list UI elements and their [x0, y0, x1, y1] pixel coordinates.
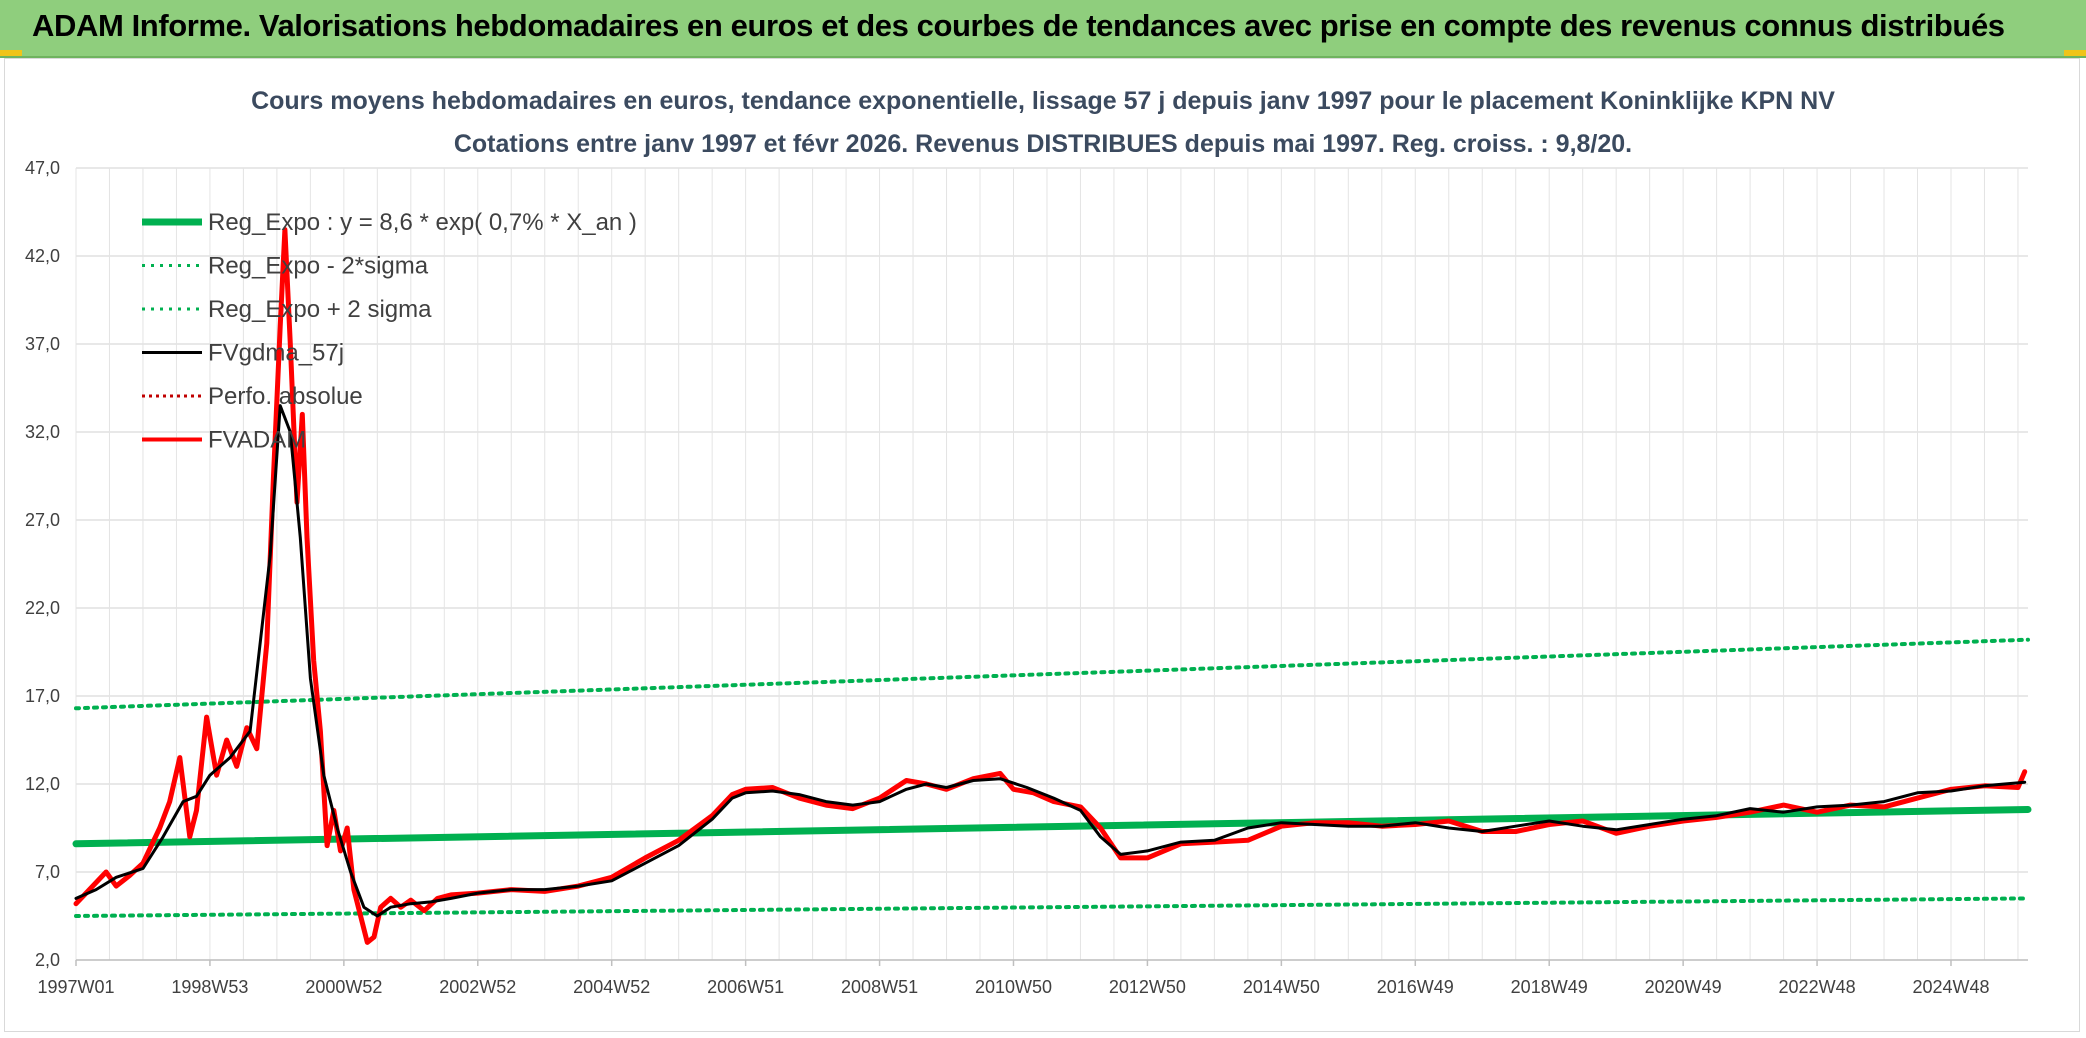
series-line-1 [74, 896, 2030, 918]
x-tick-label: 2024W48 [1912, 977, 1989, 997]
series-layer [72, 227, 2032, 945]
banner-corner-left [0, 50, 22, 56]
y-tick-label: 27,0 [25, 510, 60, 530]
x-tick-label: 2020W49 [1645, 977, 1722, 997]
x-tick-label: 2008W51 [841, 977, 918, 997]
x-tick-label: 2014W50 [1243, 977, 1320, 997]
series-line-0 [72, 806, 2032, 848]
report-banner: ADAM Informe. Valorisations hebdomadaire… [0, 0, 2086, 58]
legend-entry: Reg_Expo - 2*sigma [208, 253, 429, 280]
y-tick-label: 22,0 [25, 598, 60, 618]
x-tick-label: 2022W48 [1779, 977, 1856, 997]
x-tick-label: 2010W50 [975, 977, 1052, 997]
y-tick-label: 2,0 [35, 950, 60, 970]
legend-entry: FVgdma_57j [208, 340, 344, 367]
x-tick-label: 2016W49 [1377, 977, 1454, 997]
legend-entry: FVADAM [208, 427, 306, 454]
chart-frame [4, 58, 2080, 1032]
x-tick-label: 2004W52 [573, 977, 650, 997]
series-line-3 [74, 404, 2027, 918]
series-line-5 [73, 227, 2028, 945]
legend: Reg_Expo : y = 8,6 * exp( 0,7% * X_an ) R… [142, 209, 637, 454]
x-tick-label: 2006W51 [707, 977, 784, 997]
legend-entry: Perfo. absolue [208, 383, 363, 410]
report-title: ADAM Informe. Valorisations hebdomadaire… [32, 8, 2005, 43]
x-tick-label: 1998W53 [171, 977, 248, 997]
y-tick-label: 7,0 [35, 862, 60, 882]
legend-entry: Reg_Expo + 2 sigma [208, 296, 432, 323]
x-tick-label: 2000W52 [305, 977, 382, 997]
y-tick-label: 12,0 [25, 774, 60, 794]
x-tick-label: 2002W52 [439, 977, 516, 997]
chart-subtitle: Cotations entre janv 1997 et févr 2026. … [454, 130, 1632, 158]
x-tick-label: 1997W01 [37, 977, 114, 997]
y-tick-label: 42,0 [25, 246, 60, 266]
legend-entry: Reg_Expo : y = 8,6 * exp( 0,7% * X_an ) [208, 209, 637, 236]
x-tick-label: 2018W49 [1511, 977, 1588, 997]
y-tick-label: 37,0 [25, 334, 60, 354]
series-line-2 [74, 637, 2030, 711]
y-tick-label: 17,0 [25, 686, 60, 706]
y-tick-label: 47,0 [25, 158, 60, 178]
y-tick-label: 32,0 [25, 422, 60, 442]
x-tick-label: 2012W50 [1109, 977, 1186, 997]
chart-title: Cours moyens hebdomadaires en euros, ten… [251, 87, 1835, 115]
banner-corner-right [2064, 50, 2086, 56]
axis-ticks: 2,0 7,0 12,0 17,0 22,0 27,0 32,0 37,0 42,0 47,0 19… [25, 158, 1990, 997]
